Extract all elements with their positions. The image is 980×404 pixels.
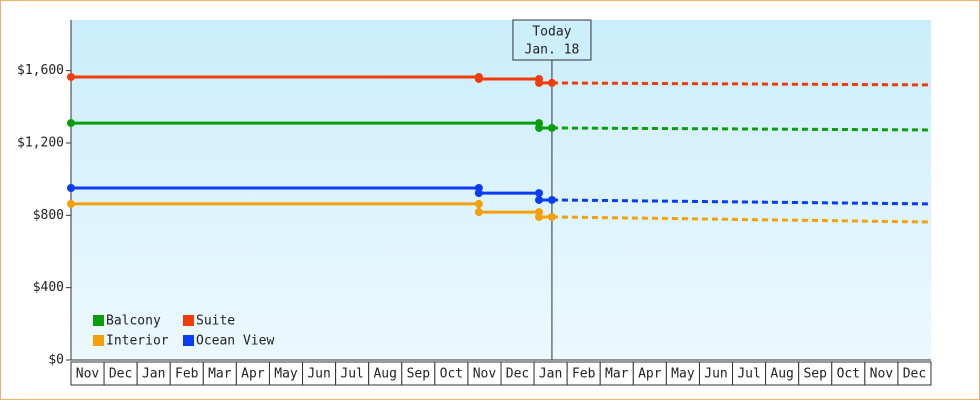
today-label: Today bbox=[532, 25, 571, 40]
x-tick-label: Mar bbox=[208, 367, 232, 382]
today-box bbox=[512, 19, 592, 61]
x-tick-label: Apr bbox=[241, 367, 265, 382]
x-tick-label: Jan bbox=[142, 367, 165, 382]
series-point bbox=[67, 72, 75, 81]
x-tick-label: Jun bbox=[307, 367, 330, 382]
series-point bbox=[474, 199, 483, 208]
legend-label: Suite bbox=[196, 314, 235, 329]
series-point bbox=[67, 199, 75, 208]
x-tick-label: May bbox=[671, 367, 695, 382]
x-tick-label: Jul bbox=[737, 367, 760, 382]
x-cell bbox=[897, 361, 932, 386]
x-tick-label: Aug bbox=[373, 367, 396, 382]
x-tick-label: Dec bbox=[903, 367, 926, 382]
x-tick-label: Aug bbox=[770, 367, 793, 382]
series-point bbox=[474, 189, 483, 198]
legend-swatch bbox=[183, 335, 194, 346]
x-tick-label: Jul bbox=[340, 367, 363, 382]
y-tick-label: $0 bbox=[48, 353, 64, 368]
legend-swatch bbox=[183, 315, 194, 326]
plot-background bbox=[71, 20, 931, 360]
series-point bbox=[535, 212, 544, 221]
x-tick-label: May bbox=[274, 367, 298, 382]
series-point bbox=[547, 212, 556, 221]
series-point bbox=[67, 184, 75, 193]
x-tick-label: Apr bbox=[638, 367, 662, 382]
y-tick-label: $1,600 bbox=[17, 63, 64, 78]
legend-label: Ocean View bbox=[196, 334, 274, 349]
forecast-line bbox=[551, 126, 932, 132]
y-tick-label: $1,200 bbox=[17, 135, 64, 150]
x-tick-label: Dec bbox=[109, 367, 132, 382]
x-tick-label: Nov bbox=[473, 367, 497, 382]
series-point bbox=[547, 78, 556, 87]
x-tick-label: Nov bbox=[870, 367, 894, 382]
x-tick-label: Sep bbox=[803, 367, 827, 382]
today-label: Jan. 18 bbox=[525, 43, 580, 58]
series-point bbox=[474, 208, 483, 217]
series-point bbox=[535, 123, 544, 132]
x-tick-label: Oct bbox=[837, 367, 860, 382]
series-point bbox=[535, 78, 544, 87]
series-point bbox=[535, 195, 544, 204]
legend-swatch bbox=[93, 335, 104, 346]
legend-label: Balcony bbox=[106, 314, 161, 329]
x-tick-label: Sep bbox=[407, 367, 431, 382]
x-tick-label: Feb bbox=[572, 367, 596, 382]
forecast-line bbox=[551, 198, 932, 206]
x-tick-label: Jun bbox=[704, 367, 727, 382]
x-tick-label: Feb bbox=[175, 367, 199, 382]
series-point bbox=[474, 74, 483, 83]
y-tick-label: $400 bbox=[33, 280, 64, 295]
x-tick-label: Mar bbox=[605, 367, 629, 382]
legend-swatch bbox=[93, 315, 104, 326]
y-tick-label: $800 bbox=[33, 208, 64, 223]
series-point bbox=[547, 195, 556, 204]
x-tick-label: Dec bbox=[506, 367, 529, 382]
x-tick-label: Oct bbox=[440, 367, 463, 382]
series-point bbox=[535, 189, 544, 198]
forecast-line bbox=[551, 215, 932, 224]
forecast-line bbox=[551, 81, 932, 87]
legend-label: Interior bbox=[106, 334, 169, 349]
series-point bbox=[547, 123, 556, 132]
x-tick-label: Nov bbox=[76, 367, 100, 382]
x-tick-label: Jan bbox=[539, 367, 562, 382]
series-point bbox=[67, 119, 75, 128]
